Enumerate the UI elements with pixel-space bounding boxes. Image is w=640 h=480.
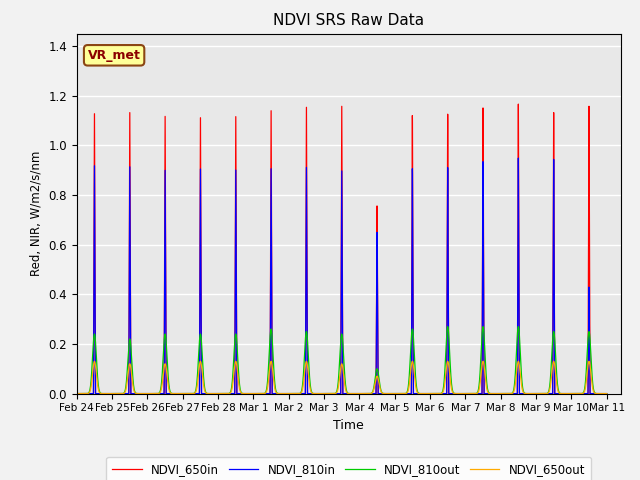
NDVI_810in bbox=[601, 391, 609, 396]
NDVI_650out bbox=[91, 359, 99, 364]
NDVI_650in bbox=[186, 391, 194, 396]
NDVI_650in bbox=[180, 391, 188, 396]
Line: NDVI_650out: NDVI_650out bbox=[77, 361, 607, 394]
NDVI_810out bbox=[603, 391, 611, 396]
NDVI_650out bbox=[180, 391, 188, 396]
NDVI_810in bbox=[515, 155, 522, 161]
NDVI_650out bbox=[603, 391, 611, 396]
NDVI_650in bbox=[601, 391, 609, 396]
NDVI_810in bbox=[415, 391, 422, 396]
NDVI_810in bbox=[271, 391, 279, 396]
NDVI_810in bbox=[490, 391, 498, 396]
NDVI_650out bbox=[271, 387, 279, 393]
NDVI_650in bbox=[490, 391, 498, 396]
Line: NDVI_810out: NDVI_810out bbox=[77, 326, 607, 394]
NDVI_650in bbox=[515, 101, 522, 107]
NDVI_810out bbox=[415, 390, 422, 396]
NDVI_810in bbox=[73, 391, 81, 396]
Title: NDVI SRS Raw Data: NDVI SRS Raw Data bbox=[273, 13, 424, 28]
Y-axis label: Red, NIR, W/m2/s/nm: Red, NIR, W/m2/s/nm bbox=[30, 151, 43, 276]
NDVI_650out bbox=[415, 391, 422, 396]
NDVI_810out bbox=[180, 391, 188, 396]
NDVI_810out bbox=[186, 391, 194, 396]
NDVI_810in bbox=[180, 391, 188, 396]
NDVI_650out bbox=[601, 391, 609, 396]
NDVI_810out bbox=[73, 391, 81, 396]
NDVI_810out bbox=[515, 324, 522, 329]
NDVI_810out bbox=[490, 391, 498, 396]
NDVI_810out bbox=[271, 384, 279, 389]
NDVI_650in bbox=[271, 391, 279, 396]
Text: VR_met: VR_met bbox=[88, 49, 141, 62]
NDVI_650out bbox=[490, 391, 498, 396]
NDVI_810out bbox=[601, 391, 609, 396]
NDVI_650in bbox=[603, 391, 611, 396]
NDVI_650in bbox=[73, 391, 81, 396]
X-axis label: Time: Time bbox=[333, 419, 364, 432]
NDVI_650in bbox=[415, 391, 422, 396]
NDVI_810in bbox=[186, 391, 194, 396]
Line: NDVI_810in: NDVI_810in bbox=[77, 158, 607, 394]
NDVI_810in bbox=[603, 391, 611, 396]
Legend: NDVI_650in, NDVI_810in, NDVI_810out, NDVI_650out: NDVI_650in, NDVI_810in, NDVI_810out, NDV… bbox=[106, 457, 591, 480]
Line: NDVI_650in: NDVI_650in bbox=[77, 104, 607, 394]
NDVI_650out bbox=[73, 391, 81, 396]
NDVI_650out bbox=[186, 391, 194, 396]
